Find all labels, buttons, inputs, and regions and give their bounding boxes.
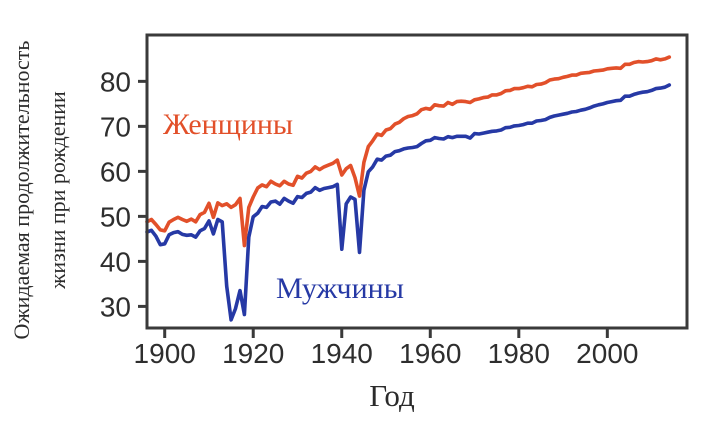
- x-tick-label: 1940: [311, 338, 373, 369]
- x-tick-label: 2000: [576, 338, 638, 369]
- x-tick-label: 1960: [399, 338, 461, 369]
- legend-women-label: Женщины: [163, 108, 294, 141]
- x-axis-ticks: 1900 1920 1940 1960 1980 2000: [134, 328, 638, 369]
- women-line: [145, 55, 672, 248]
- y-tick-label: 80: [100, 66, 131, 97]
- y-axis-ticks: 30 40 50 60 70 80: [100, 66, 147, 322]
- x-axis-title: Год: [369, 378, 415, 413]
- y-tick-label: 40: [100, 246, 131, 277]
- x-tick-label: 1980: [488, 338, 550, 369]
- x-tick-label: 1920: [222, 338, 284, 369]
- y-tick-label: 30: [100, 291, 131, 322]
- x-tick-label: 1900: [134, 338, 196, 369]
- y-tick-label: 50: [100, 201, 131, 232]
- series-lines: [145, 55, 672, 322]
- men-line: [145, 83, 672, 322]
- y-axis-title-line2: жизни при рождении: [45, 91, 70, 289]
- y-axis-title-line1: Ожидаемая продолжительность: [9, 40, 34, 340]
- y-axis-title: Ожидаемая продолжительность жизни при ро…: [4, 0, 78, 380]
- y-tick-label: 60: [100, 156, 131, 187]
- legend-men-label: Мужчины: [276, 272, 404, 305]
- y-tick-label: 70: [100, 111, 131, 142]
- plot-border: [145, 33, 689, 330]
